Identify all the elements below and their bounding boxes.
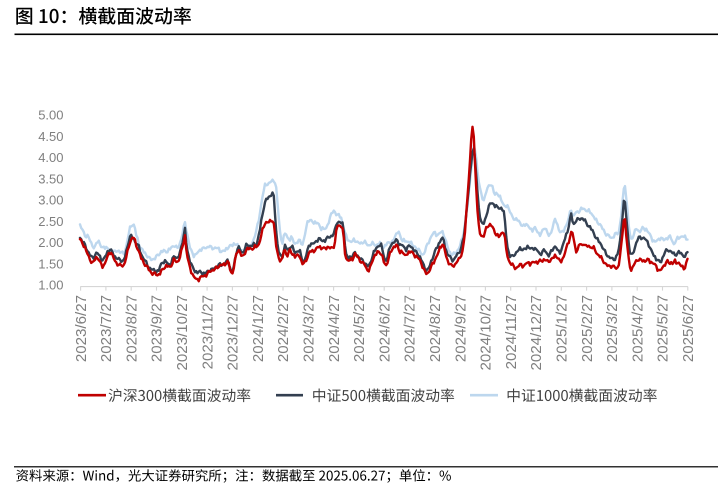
svg-text:2.00: 2.00	[38, 235, 63, 250]
svg-text:2023/7/27: 2023/7/27	[98, 295, 115, 362]
svg-text:2024/10/27: 2024/10/27	[478, 295, 495, 371]
svg-text:2024/3/27: 2024/3/27	[301, 295, 318, 362]
svg-text:2024/9/27: 2024/9/27	[452, 295, 469, 362]
svg-text:2023/9/27: 2023/9/27	[149, 295, 166, 362]
svg-text:2024/8/27: 2024/8/27	[427, 295, 444, 362]
svg-text:2.50: 2.50	[38, 214, 63, 229]
svg-text:2023/8/27: 2023/8/27	[123, 295, 140, 362]
svg-text:2025/1/27: 2025/1/27	[554, 295, 571, 362]
svg-text:2024/7/27: 2024/7/27	[402, 295, 419, 362]
svg-text:5.00: 5.00	[38, 108, 63, 123]
svg-text:2025/3/27: 2025/3/27	[604, 295, 621, 362]
svg-text:2025/5/27: 2025/5/27	[655, 295, 672, 362]
svg-text:2024/4/27: 2024/4/27	[326, 295, 343, 362]
svg-text:2024/11/27: 2024/11/27	[503, 295, 520, 369]
svg-text:2025/4/27: 2025/4/27	[629, 295, 646, 362]
svg-text:2023/10/27: 2023/10/27	[174, 295, 191, 371]
svg-text:2024/12/27: 2024/12/27	[528, 295, 545, 371]
svg-text:2023/12/27: 2023/12/27	[225, 295, 242, 371]
svg-text:2024/2/27: 2024/2/27	[275, 295, 292, 362]
svg-text:1.50: 1.50	[38, 256, 63, 271]
svg-text:2024/5/27: 2024/5/27	[351, 295, 368, 362]
svg-text:4.50: 4.50	[38, 129, 63, 144]
svg-text:3.50: 3.50	[38, 171, 63, 186]
svg-text:2023/6/27: 2023/6/27	[73, 295, 90, 362]
svg-text:2024/1/27: 2024/1/27	[250, 295, 267, 362]
svg-text:2025/2/27: 2025/2/27	[579, 295, 596, 362]
svg-text:4.00: 4.00	[38, 150, 63, 165]
svg-text:3.00: 3.00	[38, 193, 63, 208]
svg-text:2025/6/27: 2025/6/27	[680, 295, 697, 362]
svg-text:2023/11/27: 2023/11/27	[199, 295, 216, 369]
svg-text:2024/6/27: 2024/6/27	[376, 295, 393, 362]
svg-text:1.00: 1.00	[38, 278, 63, 293]
